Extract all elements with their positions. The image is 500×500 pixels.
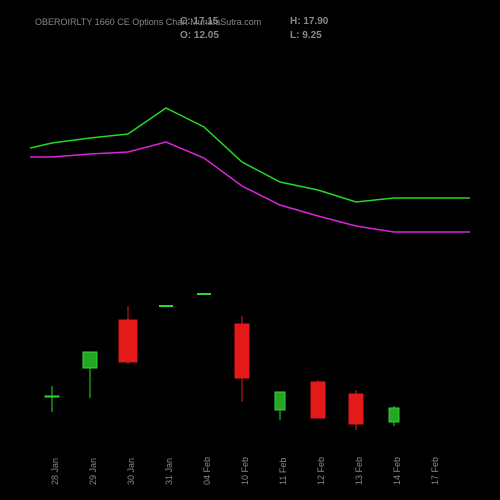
ohlc-h: H: 17.90 [290, 16, 328, 27]
xaxis-label: 31 Jan [164, 458, 174, 485]
xaxis-label: 04 Feb [202, 457, 212, 485]
value-h: 17.90 [303, 16, 328, 27]
xaxis-label: 28 Jan [50, 458, 60, 485]
xaxis-label: 30 Jan [126, 458, 136, 485]
label-c: C: [180, 16, 191, 27]
chart-container: OBEROIRLTY 1660 CE Options Chart MunafaS… [0, 0, 500, 500]
chart-svg [30, 30, 470, 440]
xaxis-label: 13 Feb [354, 457, 364, 485]
xaxis-label: 11 Feb [278, 458, 288, 485]
ohlc-c: C: 17.15 [180, 16, 218, 27]
xaxis-label: 29 Jan [88, 458, 98, 485]
chart-title: OBEROIRLTY 1660 CE Options Chart MunafaS… [35, 17, 261, 27]
value-c: 17.15 [193, 16, 218, 27]
xaxis-label: 10 Feb [240, 457, 250, 485]
xaxis-label: 17 Feb [430, 457, 440, 485]
xaxis-label: 12 Feb [316, 457, 326, 485]
xaxis-label: 14 Feb [392, 457, 402, 485]
label-h: H: [290, 16, 301, 27]
